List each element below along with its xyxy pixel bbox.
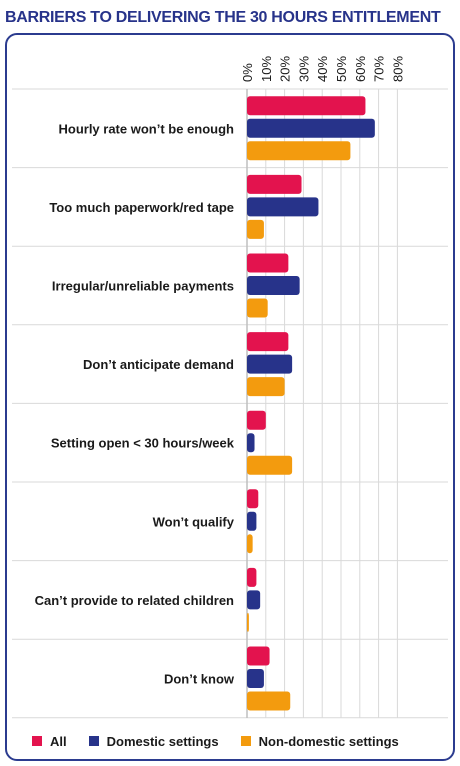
x-tick-label: 30% xyxy=(296,56,311,82)
legend-item-domestic: Domestic settings xyxy=(88,733,219,749)
category-label: Too much paperwork/red tape xyxy=(49,200,234,215)
bar-all xyxy=(247,174,302,194)
x-tick-label: 40% xyxy=(315,56,330,82)
chart-title: BARRIERS TO DELIVERING THE 30 HOURS ENTI… xyxy=(5,9,441,26)
bar-all xyxy=(247,567,257,587)
legend-item-all: All xyxy=(32,734,67,749)
bar-non-domestic xyxy=(247,612,249,632)
bar-non-domestic xyxy=(247,534,253,554)
x-tick-label: 60% xyxy=(353,56,368,82)
bar-all xyxy=(247,410,266,430)
bar-domestic xyxy=(247,354,293,374)
bar-non-domestic xyxy=(247,141,351,161)
legend-label-domestic: Domestic settings xyxy=(106,733,219,749)
bar-non-domestic xyxy=(247,455,293,475)
x-tick-label: 10% xyxy=(259,56,274,82)
x-tick-label: 20% xyxy=(278,56,293,82)
legend: All Domestic settings Non-domestic setti… xyxy=(32,731,399,751)
legend-swatch-non-domestic xyxy=(240,736,251,746)
bar-non-domestic xyxy=(247,377,285,397)
bar-domestic xyxy=(247,433,255,453)
bar-domestic xyxy=(247,669,264,688)
chart-frame xyxy=(5,33,455,761)
x-tick-label: 80% xyxy=(390,56,405,82)
bar-non-domestic xyxy=(247,298,268,318)
legend-swatch-all xyxy=(32,736,42,746)
x-tick-label: 70% xyxy=(372,56,387,82)
bar-all xyxy=(247,96,366,116)
legend-label-non-domestic: Non-domestic settings xyxy=(258,733,399,749)
x-tick-label: 0% xyxy=(240,63,255,82)
bar-domestic xyxy=(247,276,300,295)
bar-domestic xyxy=(247,197,319,217)
category-label: Irregular/unreliable payments xyxy=(52,279,234,294)
legend-item-non-domestic: Non-domestic settings xyxy=(240,733,399,749)
bar-all xyxy=(247,253,289,273)
bar-all xyxy=(247,332,289,352)
bar-all xyxy=(247,489,259,509)
legend-label-all: All xyxy=(50,733,67,749)
x-tick-label: 50% xyxy=(334,56,349,82)
category-label: Don’t anticipate demand xyxy=(83,357,234,372)
bar-domestic xyxy=(247,590,261,610)
category-label: Can’t provide to related children xyxy=(35,593,234,608)
bar-domestic xyxy=(247,118,375,138)
category-label: Setting open < 30 hours/week xyxy=(51,436,235,451)
legend-swatch-domestic xyxy=(88,736,99,746)
bar-non-domestic xyxy=(247,691,291,711)
category-label: Won’t qualify xyxy=(153,514,235,529)
bar-domestic xyxy=(247,511,257,531)
bar-non-domestic xyxy=(247,219,264,239)
category-label: Hourly rate won’t be enough xyxy=(58,121,234,136)
category-label: Don’t know xyxy=(164,672,235,687)
bar-all xyxy=(247,646,270,666)
